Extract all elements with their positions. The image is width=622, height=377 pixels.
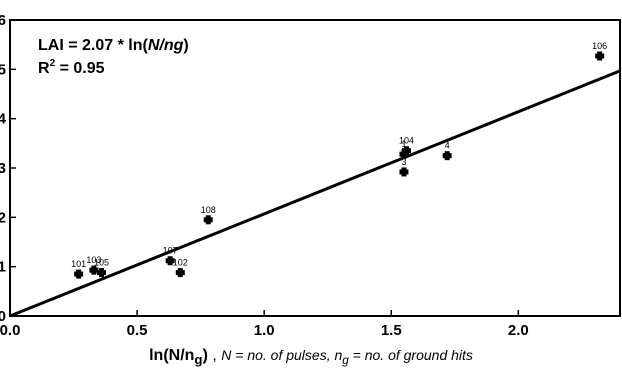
point-label: 104 xyxy=(399,136,414,146)
x-tick-label: 1.5 xyxy=(381,322,402,339)
data-point: 102 xyxy=(173,258,188,278)
x-tick-label: 0.0 xyxy=(0,322,20,339)
data-point: 3 xyxy=(399,157,409,177)
x-tick-label: 0.5 xyxy=(127,322,148,339)
data-point: 108 xyxy=(201,205,216,225)
data-point: 106 xyxy=(592,41,607,61)
point-marker-v xyxy=(177,268,183,278)
x-label-desc-a: N = no. of pulses, n xyxy=(221,347,343,363)
point-label: 102 xyxy=(173,258,188,268)
point-marker-v xyxy=(401,167,407,177)
data-point: 4 xyxy=(442,141,452,161)
point-marker-v xyxy=(99,268,104,278)
fit-line xyxy=(9,69,621,318)
y-tick-label: 2 xyxy=(0,209,6,226)
y-tick-label: 1 xyxy=(0,259,6,276)
point-marker-v xyxy=(91,265,97,275)
x-axis-label: ln(N/ng) , N = no. of pulses, ng = no. o… xyxy=(0,347,622,367)
data-point: 104 xyxy=(399,136,414,156)
point-marker-v xyxy=(401,149,407,159)
x-tick-label: 2.0 xyxy=(508,322,529,339)
r-squared-text: R2 = 0.95 xyxy=(38,58,105,77)
y-tick-label: 0 xyxy=(0,308,6,325)
x-label-desc-b: = no. of ground hits xyxy=(348,347,473,363)
point-label: 105 xyxy=(94,258,109,268)
data-point: 101 xyxy=(71,259,86,279)
regression-annotation: LAI = 2.07 * ln(N/ng) R2 = 0.95 xyxy=(38,37,189,77)
point-marker-v xyxy=(76,269,82,279)
point-marker-v xyxy=(167,256,173,266)
x-label-main-sub: g xyxy=(194,352,203,368)
x-label-main-close: ) xyxy=(202,347,208,364)
axis-ticks: 0.0 0.5 1.0 1.5 2.0 0 1 2 3 4 5 6 xyxy=(0,12,529,339)
x-label-comma: , xyxy=(207,347,222,364)
y-tick-label: 4 xyxy=(0,111,7,128)
point-marker-v xyxy=(444,151,450,161)
data-point: 1 xyxy=(399,139,409,159)
point-label: 106 xyxy=(592,41,607,51)
point-label: 103 xyxy=(86,255,101,265)
data-point: 107 xyxy=(163,246,178,266)
x-label-main: ln(N/n xyxy=(149,347,195,364)
point-label: 3 xyxy=(401,157,406,167)
y-tick-label: 3 xyxy=(0,160,6,177)
data-point: 103 xyxy=(86,255,101,275)
point-marker-v xyxy=(404,146,409,156)
point-label: 108 xyxy=(201,205,216,215)
data-point: 105 xyxy=(94,258,109,278)
y-tick-label: 6 xyxy=(0,12,6,29)
point-marker-v xyxy=(597,51,603,61)
point-label: 107 xyxy=(163,246,178,256)
fit-line-group xyxy=(9,69,621,318)
y-tick-label: 5 xyxy=(0,61,6,78)
x-label-desc-sub: g xyxy=(342,353,349,367)
point-label: 1 xyxy=(401,139,406,149)
equation-text: LAI = 2.07 * ln(N/ng) xyxy=(38,37,189,54)
point-marker-v xyxy=(205,215,211,225)
point-label: 101 xyxy=(71,259,86,269)
x-tick-label: 1.0 xyxy=(254,322,275,339)
point-label: 4 xyxy=(445,141,450,151)
